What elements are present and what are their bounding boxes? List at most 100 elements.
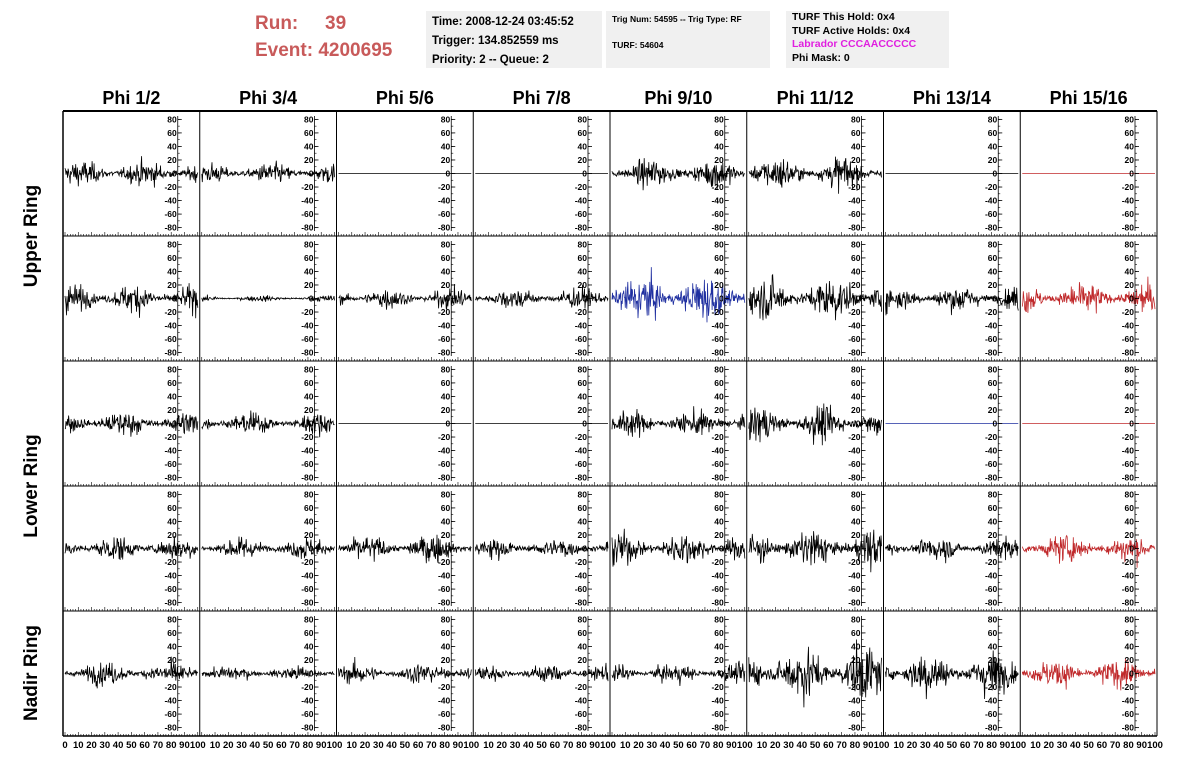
x-tick-label: 60 — [1097, 740, 1108, 751]
y-tick-label: -20 — [1122, 307, 1135, 317]
y-tick-label: 40 — [1125, 141, 1135, 151]
turf-text: TURF: 54604 — [612, 40, 664, 50]
x-tick-label: 40 — [523, 740, 534, 751]
column-title: Phi 7/8 — [513, 88, 571, 108]
waveform-trace — [338, 534, 472, 564]
y-tick-label: 80 — [714, 364, 724, 374]
waveform-trace — [611, 158, 745, 191]
y-tick-label: 40 — [1125, 516, 1135, 526]
y-tick-label: -20 — [985, 182, 998, 192]
waveform-trace — [475, 284, 609, 311]
y-tick-label: 40 — [441, 141, 451, 151]
x-tick-label: 10 — [893, 740, 904, 751]
y-tick-label: 0 — [719, 669, 724, 679]
y-tick-label: -20 — [164, 682, 177, 692]
y-tick-label: -80 — [301, 223, 314, 233]
y-tick-label: 40 — [578, 516, 588, 526]
x-tick-label: 100 — [600, 740, 616, 751]
y-tick-label: 80 — [714, 489, 724, 499]
y-tick-label: 20 — [578, 155, 588, 165]
y-tick-label: -80 — [985, 598, 998, 608]
y-tick-label: 80 — [167, 114, 177, 124]
y-tick-label: 0 — [309, 294, 314, 304]
x-tick-label: 30 — [920, 740, 931, 751]
x-tick-label: 50 — [947, 740, 958, 751]
y-tick-label: -60 — [985, 709, 998, 719]
y-tick-label: -40 — [1122, 446, 1135, 456]
x-tick-label: 100 — [737, 740, 753, 751]
y-tick-label: 60 — [851, 128, 861, 138]
y-tick-label: -60 — [848, 709, 861, 719]
y-tick-label: 60 — [167, 503, 177, 513]
y-tick-label: -80 — [848, 223, 861, 233]
y-tick-label: 60 — [167, 128, 177, 138]
y-tick-label: -40 — [711, 571, 724, 581]
y-tick-label: -20 — [164, 182, 177, 192]
y-tick-label: -60 — [711, 709, 724, 719]
x-tick-label: 20 — [633, 740, 644, 751]
x-tick-label: 50 — [810, 740, 821, 751]
y-tick-label: 0 — [993, 419, 998, 429]
y-tick-label: 20 — [441, 530, 451, 540]
y-tick-label: 40 — [441, 391, 451, 401]
y-tick-label: -80 — [711, 723, 724, 733]
y-tick-label: 0 — [993, 169, 998, 179]
y-tick-label: 20 — [578, 280, 588, 290]
y-tick-label: 0 — [172, 544, 177, 554]
y-tick-label: 0 — [1129, 169, 1134, 179]
y-tick-label: 60 — [714, 128, 724, 138]
y-tick-label: -60 — [711, 459, 724, 469]
waveform-trace — [474, 539, 609, 561]
x-tick-label: 50 — [1083, 740, 1094, 751]
y-tick-label: -60 — [1122, 459, 1135, 469]
x-tick-label: 30 — [1057, 740, 1068, 751]
x-tick-label: 60 — [823, 740, 834, 751]
waveform-trace — [474, 662, 609, 682]
y-tick-label: 20 — [304, 280, 314, 290]
waveform-trace — [201, 536, 335, 560]
x-tick-label: 10 — [346, 740, 357, 751]
y-tick-label: 60 — [1125, 503, 1135, 513]
x-tick-label: 50 — [673, 740, 684, 751]
x-tick-label: 100 — [463, 740, 479, 751]
y-tick-label: 80 — [988, 364, 998, 374]
y-tick-label: 80 — [578, 114, 588, 124]
y-tick-label: 80 — [1125, 364, 1135, 374]
y-tick-label: -20 — [711, 182, 724, 192]
x-tick-label: 90 — [589, 740, 600, 751]
y-tick-label: -20 — [575, 557, 588, 567]
y-tick-label: 80 — [441, 489, 451, 499]
waveform-trace — [611, 267, 746, 323]
trigger-text: Trigger: 134.852559 ms — [432, 35, 559, 47]
y-tick-label: 0 — [446, 669, 451, 679]
y-tick-label: 60 — [304, 628, 314, 638]
y-tick-label: 40 — [304, 141, 314, 151]
x-tick-label: 80 — [439, 740, 450, 751]
x-tick-label: 60 — [276, 740, 287, 751]
x-tick-label: 50 — [400, 740, 411, 751]
x-tick-label: 60 — [413, 740, 424, 751]
y-tick-label: -20 — [711, 557, 724, 567]
y-tick-label: -80 — [301, 348, 314, 358]
y-tick-label: -60 — [985, 209, 998, 219]
y-tick-label: -40 — [575, 321, 588, 331]
y-tick-label: 80 — [1125, 614, 1135, 624]
event-label: Event: — [255, 40, 314, 61]
y-tick-label: -80 — [1122, 598, 1135, 608]
y-tick-label: -20 — [301, 182, 314, 192]
y-tick-label: 20 — [441, 155, 451, 165]
y-tick-label: 80 — [304, 489, 314, 499]
y-tick-label: 40 — [714, 641, 724, 651]
y-tick-label: -60 — [164, 459, 177, 469]
y-tick-label: 40 — [851, 266, 861, 276]
y-tick-label: -80 — [575, 473, 588, 483]
y-tick-label: 20 — [578, 530, 588, 540]
y-tick-label: 40 — [167, 141, 177, 151]
column-title: Phi 1/2 — [102, 88, 160, 108]
x-tick-label: 10 — [620, 740, 631, 751]
y-tick-label: -40 — [985, 571, 998, 581]
y-tick-label: 20 — [851, 530, 861, 540]
waveform-trace — [748, 529, 882, 573]
x-tick-label: 10 — [1030, 740, 1041, 751]
y-tick-label: -80 — [711, 348, 724, 358]
